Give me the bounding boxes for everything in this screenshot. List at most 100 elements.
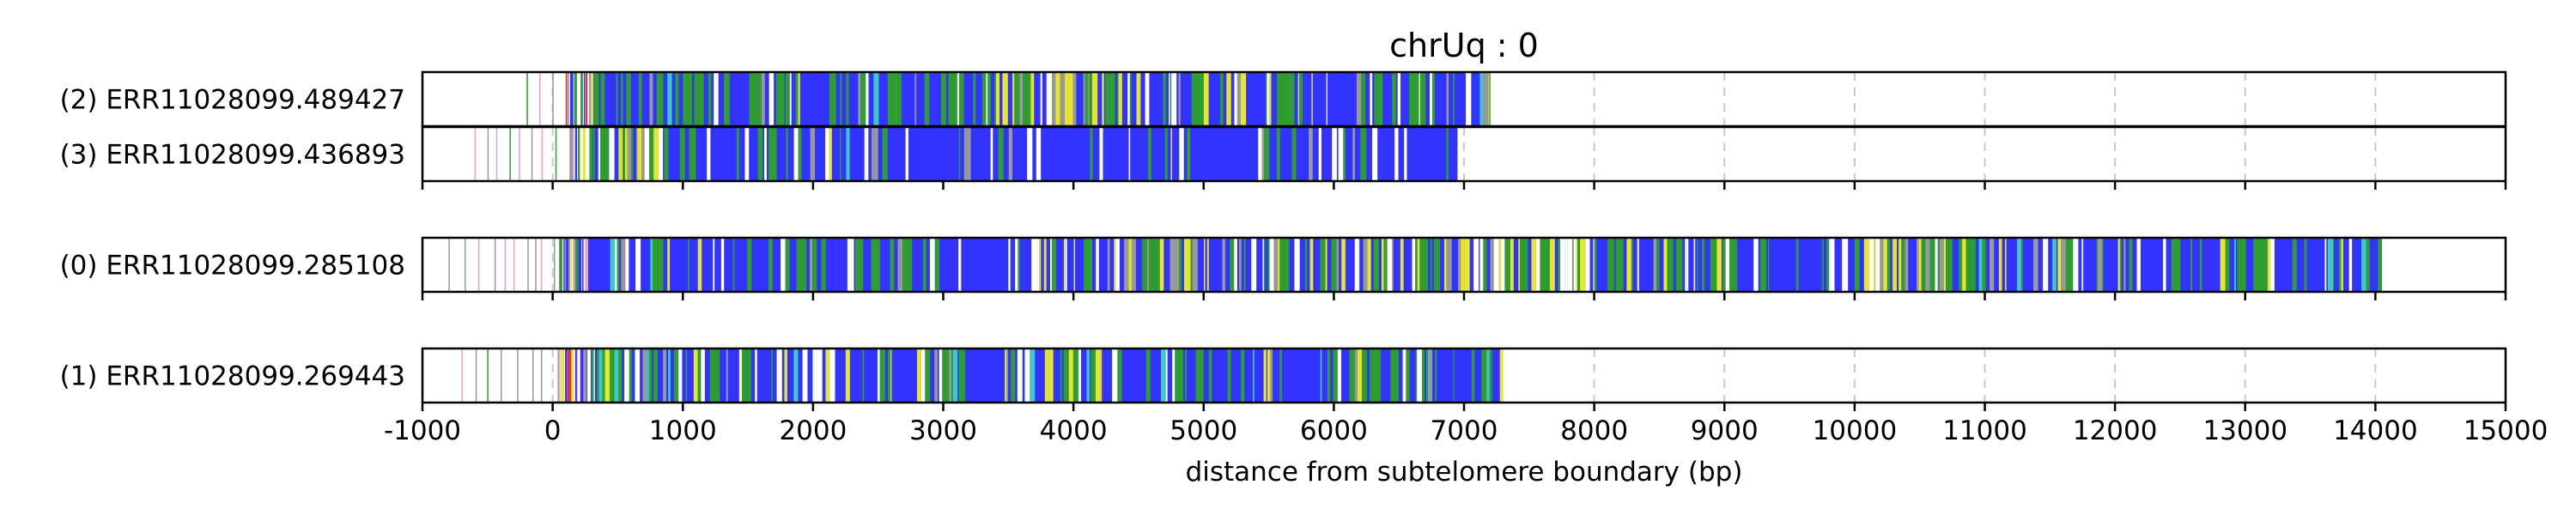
read-segment [825,348,830,403]
read-segment [1394,127,1399,181]
read-segment [892,72,899,126]
read-segment [610,238,616,292]
read-segment [1226,72,1231,126]
read-segment [1005,348,1007,403]
read-segment [1433,238,1436,292]
read-segment [1524,238,1528,292]
read-segment [757,127,763,181]
read-segment [1685,238,1687,292]
read-segment [527,238,529,292]
read-segment [577,348,580,403]
read-segment [963,127,967,181]
read-segment [1036,127,1042,181]
read-segment [667,238,671,292]
read-segment [898,72,902,126]
read-segment [1373,238,1379,292]
read-segment [829,348,835,403]
read-segment [1087,238,1092,292]
read-segment [1372,348,1378,403]
read-segment [829,127,832,181]
read-segment [1332,127,1337,181]
read-segment [714,72,719,126]
read-segment [957,72,960,126]
read-segment [986,72,988,126]
read-segment [582,127,586,181]
read-segment [1128,238,1132,292]
read-segment [570,238,573,292]
read-segment [685,348,688,403]
read-segment [2102,238,2104,292]
read-segment [940,72,946,126]
read-segment [1072,72,1077,126]
read-segment [1006,348,1009,403]
read-segment [773,127,777,181]
read-segment [1253,348,1255,403]
read-segment [621,238,626,292]
read-segment [1188,238,1191,292]
read-segment [2071,238,2074,292]
read-segment [925,348,929,403]
read-segment [1728,238,1735,292]
read-segment [448,238,450,292]
x-tick-label: 8000 [1560,415,1628,446]
read-segment [1356,72,1362,126]
read-segment [897,238,903,292]
read-segment [817,348,823,403]
read-segment [873,127,878,181]
read-segment [500,348,502,403]
read-segment [1294,238,1300,292]
read-segment [1309,127,1313,181]
read-segment [963,348,966,403]
read-segment [653,127,659,181]
read-segment [785,238,790,292]
read-segment [649,127,654,181]
read-segment [636,127,638,181]
read-segment [1331,238,1337,292]
read-segment [1489,348,1492,403]
read-segment [635,238,641,292]
read-segment [601,72,605,126]
read-segment [751,72,756,126]
read-segment [1124,238,1129,292]
read-segment [513,238,515,292]
read-segment [591,72,594,126]
read-segment [958,238,962,292]
read-segment [1031,238,1037,292]
read-segment [693,127,696,181]
read-segment [2190,238,2193,292]
read-segment [1129,72,1132,126]
read-segment [732,238,735,292]
read-segment [1558,238,1560,292]
read-segment [2327,238,2334,292]
x-tick-label: 10000 [1813,415,1898,446]
read-segment [465,238,466,292]
read-segment [578,238,582,292]
read-segment [1117,72,1119,126]
read-segment [656,72,661,126]
read-segment [1019,72,1023,126]
read-segment [1046,72,1053,126]
read-segment [1715,238,1717,292]
read-segment [1893,238,1898,292]
read-segment [948,72,954,126]
read-segment [1869,238,1874,292]
read-segment [802,348,808,403]
read-segment [565,127,569,181]
read-segment [2163,238,2166,292]
read-segment [1918,238,1922,292]
read-segment [474,127,477,181]
read-segment [1112,348,1118,403]
read-segment [1716,238,1722,292]
read-segment [1060,348,1062,403]
read-segment [1192,238,1198,292]
read-segment [2220,238,2226,292]
read-segment [1052,72,1056,126]
read-segment [1117,348,1122,403]
read-segment [538,72,541,126]
read-segment [673,348,679,403]
read-segment [1114,238,1116,292]
read-segment [888,348,891,403]
read-segment [1921,238,1923,292]
read-segment [2043,238,2047,292]
read-segment [1048,348,1054,403]
